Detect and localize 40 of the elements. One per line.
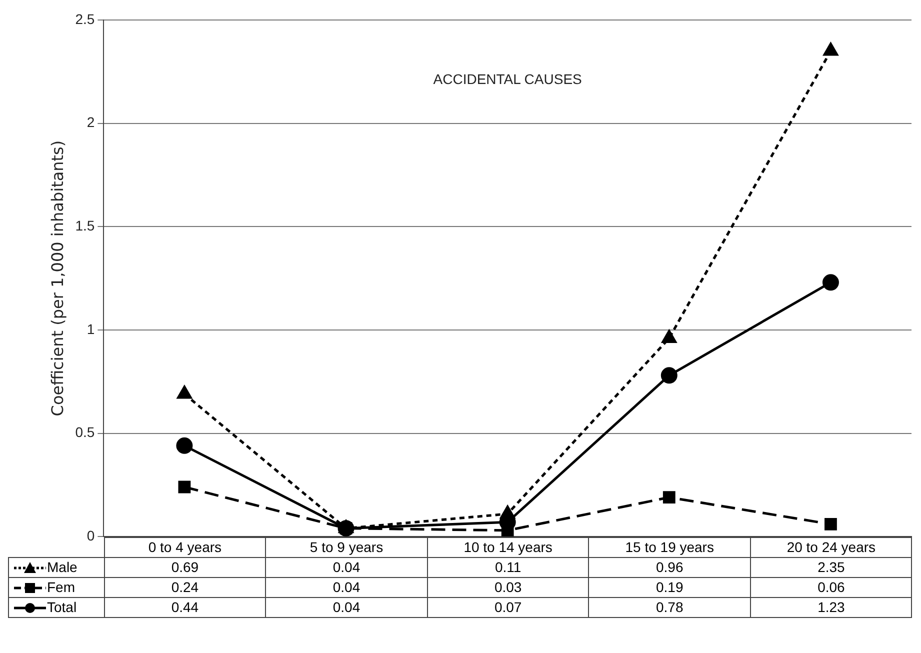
y-tick-label: 0: [86, 527, 95, 544]
point: [176, 437, 193, 454]
legend-label: Total: [47, 598, 77, 615]
data-label: 0.78: [588, 597, 750, 618]
data-label: 0.06: [750, 577, 912, 598]
point: [178, 480, 191, 494]
x-tick-label: 5 to 9 years: [266, 537, 428, 558]
legend-label: Male: [47, 558, 78, 575]
point: [177, 386, 192, 399]
point: [824, 518, 837, 530]
data-label: 2.35: [750, 557, 912, 578]
text: ACCIDENTAL CAUSES: [433, 70, 582, 87]
y-tick-label: 1: [86, 320, 95, 337]
y-tick-label: 2: [86, 114, 95, 130]
point: [662, 491, 676, 504]
data-label: 1.23: [750, 597, 912, 618]
data-label: 0.44: [104, 597, 266, 618]
data-label: 0.96: [588, 557, 750, 578]
data-label: 0.69: [104, 557, 266, 578]
data-label: 0.04: [266, 577, 428, 598]
data-label: 0.19: [588, 577, 750, 598]
x-tick-label: 20 to 24 years: [750, 537, 912, 558]
x-tick-label: 15 to 19 years: [588, 537, 750, 558]
data-label: 0.04: [266, 557, 428, 578]
data-label: 0.11: [427, 557, 589, 578]
point: [822, 274, 839, 291]
legend-label: Fem: [47, 578, 75, 595]
x-tick-label: 0 to 4 years: [104, 537, 266, 558]
data-label: 0.07: [427, 597, 589, 618]
data-label: 0.04: [266, 597, 428, 618]
data-label: 0.24: [104, 577, 266, 598]
y-tick-label: 0.5: [75, 424, 95, 440]
point: [662, 330, 676, 343]
point: [660, 367, 678, 384]
y-tick-label: 1.5: [75, 218, 95, 234]
x-tick-label: 10 to 14 years: [427, 537, 589, 558]
point: [823, 42, 838, 56]
y-axis-title: Coefficient (per 1,000 inhabitants): [48, 140, 67, 416]
y-tick-label: 2.5: [75, 10, 95, 27]
data-label: 0.03: [427, 577, 589, 598]
